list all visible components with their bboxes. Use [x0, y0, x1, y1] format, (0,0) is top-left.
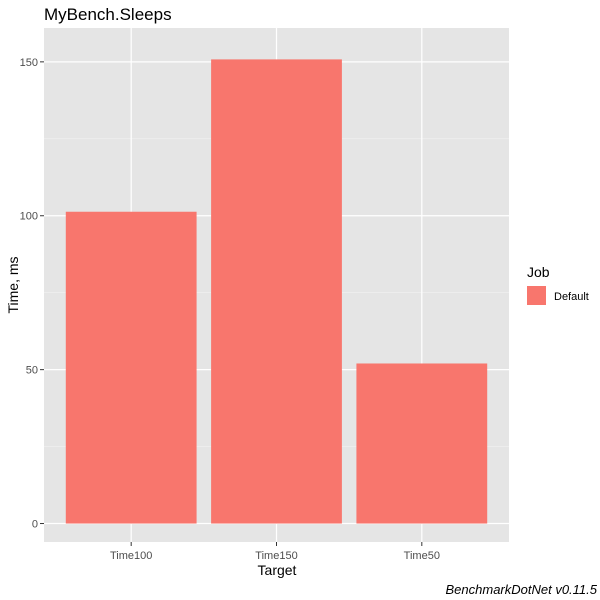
bars	[65, 59, 488, 524]
x-tick-label: Time150	[255, 550, 297, 562]
x-axis-title: Target	[258, 562, 297, 578]
y-tick-label: 50	[26, 365, 38, 377]
x-tick-label: Time50	[404, 550, 440, 562]
y-axis: 0 50 100 150	[20, 57, 44, 531]
bar-time50	[356, 363, 488, 524]
x-axis: Time100 Time150 Time50	[110, 542, 440, 562]
legend: Job Default	[527, 264, 589, 305]
legend-label-default: Default	[554, 291, 589, 303]
caption: BenchmarkDotNet v0.11.5	[446, 582, 598, 597]
y-axis-title: Time, ms	[5, 256, 21, 313]
legend-title: Job	[527, 264, 550, 280]
y-tick-label: 150	[20, 57, 38, 69]
y-tick-label: 100	[20, 211, 38, 223]
chart-title: MyBench.Sleeps	[44, 5, 172, 24]
bar-time150	[211, 59, 342, 524]
bar-time100	[65, 211, 197, 524]
y-tick-label: 0	[32, 519, 38, 531]
legend-key-default	[527, 286, 546, 305]
x-tick-label: Time100	[110, 550, 152, 562]
